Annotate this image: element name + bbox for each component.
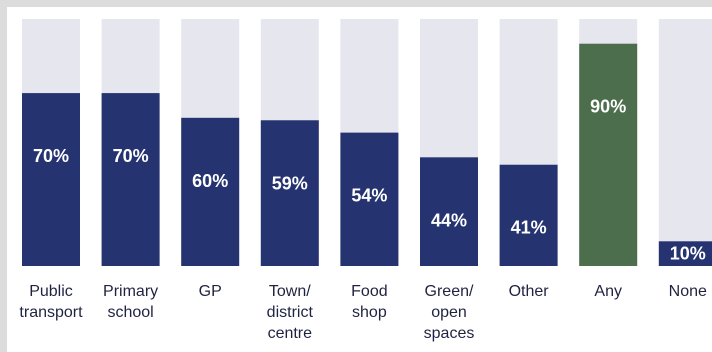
data-label-food-shop: 54% (351, 186, 387, 206)
data-label-other: 41% (511, 218, 547, 238)
bar-town-district-centre (260, 120, 319, 267)
category-label-town-district-centre: Town/ district centre (266, 283, 313, 342)
data-label-public-transport: 70% (33, 146, 69, 166)
bar-other (499, 164, 558, 266)
category-label-other: Other (508, 283, 549, 300)
bar-track-none (658, 19, 712, 266)
category-label-green-open-spaces: Green/ open spaces (423, 283, 475, 342)
category-label-public-transport: Public transport (19, 283, 83, 321)
chart-panel: 70% 70% 60% 59% 54% 44% 41% 90% 10% Public trans… (7, 7, 712, 352)
bar-any (579, 43, 638, 267)
data-label-any: 90% (590, 97, 626, 117)
data-label-none: 10% (670, 243, 706, 263)
category-label-primary-school: Primary school (103, 283, 159, 321)
data-label-green-open-spaces: 44% (431, 210, 467, 230)
data-label-gp: 60% (192, 171, 228, 191)
category-label-none: None (668, 283, 707, 300)
bar-chart: 70% 70% 60% 59% 54% 44% 41% 90% 10% (22, 19, 712, 267)
bar-none (658, 241, 712, 266)
bar-food-shop (340, 132, 399, 266)
category-label-gp: GP (198, 283, 222, 300)
category-label-food-shop: Food shop (351, 283, 388, 321)
bar-gp (181, 117, 240, 266)
data-label-primary-school: 70% (113, 146, 149, 166)
bar-primary-school (101, 93, 160, 266)
category-label-any: Any (594, 283, 622, 300)
bar-public-transport (22, 93, 80, 266)
bar-green-open-spaces (420, 157, 478, 266)
data-label-town-district-centre: 59% (272, 173, 308, 193)
